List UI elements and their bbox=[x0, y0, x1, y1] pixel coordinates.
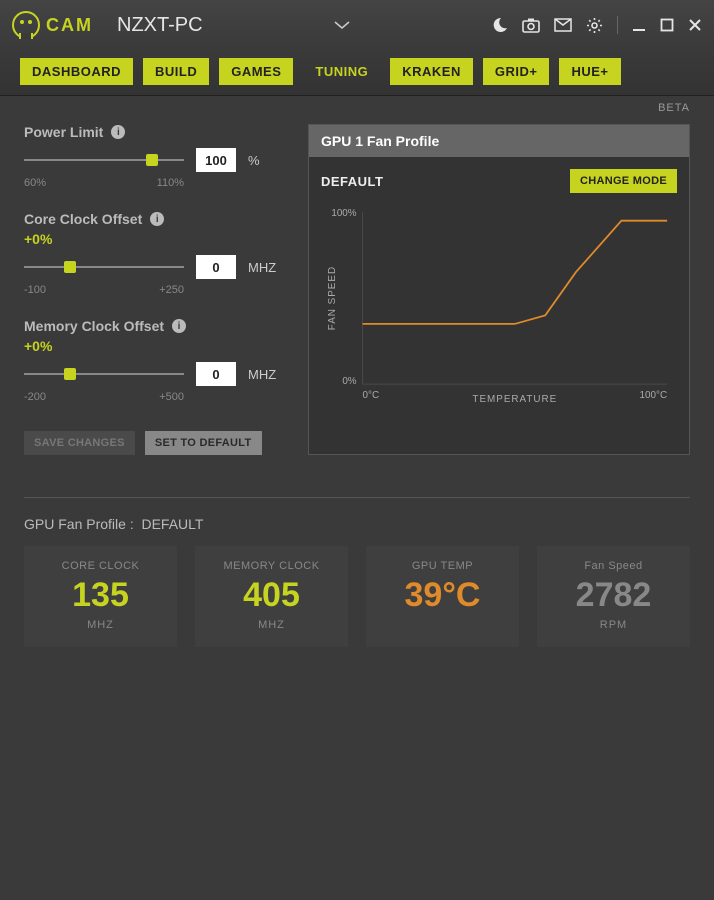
svg-text:0°C: 0°C bbox=[363, 390, 380, 401]
tab-tuning[interactable]: TUNING bbox=[303, 58, 380, 85]
tab-grid-plus[interactable]: GRID+ bbox=[483, 58, 550, 85]
cam-logo-icon bbox=[12, 11, 40, 39]
set-default-button[interactable]: SET TO DEFAULT bbox=[145, 431, 262, 455]
core-clock-input[interactable] bbox=[196, 255, 236, 279]
section-divider bbox=[24, 497, 690, 498]
info-icon[interactable]: i bbox=[172, 319, 186, 333]
core-clock-label: Core Clock Offset i bbox=[24, 211, 284, 227]
title-bar: CAM NZXT-PC bbox=[0, 0, 714, 50]
panel-title: GPU 1 Fan Profile bbox=[309, 125, 689, 157]
tab-dashboard[interactable]: DASHBOARD bbox=[20, 58, 133, 85]
svg-text:0%: 0% bbox=[342, 376, 356, 387]
pc-dropdown-chevron[interactable] bbox=[333, 20, 351, 30]
memory-clock-label: Memory Clock Offset i bbox=[24, 318, 284, 334]
screenshot-icon[interactable] bbox=[522, 17, 540, 33]
power-limit-label: Power Limit i bbox=[24, 124, 284, 140]
night-mode-icon[interactable] bbox=[492, 17, 508, 33]
brand-text: CAM bbox=[46, 15, 93, 36]
svg-text:FAN SPEED: FAN SPEED bbox=[327, 266, 338, 330]
profile-mode-label: DEFAULT bbox=[321, 174, 383, 189]
save-changes-button[interactable]: SAVE CHANGES bbox=[24, 431, 135, 455]
info-icon[interactable]: i bbox=[111, 125, 125, 139]
window-controls bbox=[492, 16, 702, 34]
fan-curve-chart: 100% 0% 0°C 100°C TEMPERATURE FAN SPEED bbox=[321, 203, 677, 413]
change-mode-button[interactable]: CHANGE MODE bbox=[570, 169, 677, 193]
fan-profile-panel: GPU 1 Fan Profile DEFAULT CHANGE MODE 10… bbox=[308, 124, 690, 455]
settings-icon[interactable] bbox=[586, 17, 603, 34]
slider-column: Power Limit i % 60% 110% Core Clock Offs… bbox=[24, 124, 284, 455]
memory-clock-input[interactable] bbox=[196, 362, 236, 386]
slider-thumb[interactable] bbox=[64, 261, 76, 273]
beta-badge: BETA bbox=[0, 96, 714, 114]
stat-cards: CORE CLOCK 135 MHZMEMORY CLOCK 405 MHZGP… bbox=[0, 546, 714, 647]
svg-text:100%: 100% bbox=[331, 208, 356, 219]
tab-kraken[interactable]: KRAKEN bbox=[390, 58, 473, 85]
tab-games[interactable]: GAMES bbox=[219, 58, 293, 85]
info-icon[interactable]: i bbox=[150, 212, 164, 226]
memory-clock-block: Memory Clock Offset i +0% MHZ -200 +500 bbox=[24, 318, 284, 403]
stat-card: CORE CLOCK 135 MHZ bbox=[24, 546, 177, 647]
stat-card: MEMORY CLOCK 405 MHZ bbox=[195, 546, 348, 647]
tab-bar: DASHBOARD BUILD GAMES TUNING KRAKEN GRID+ HUE+ bbox=[0, 50, 714, 96]
power-limit-input[interactable] bbox=[196, 148, 236, 172]
memory-clock-slider[interactable] bbox=[24, 373, 184, 375]
maximize-button[interactable] bbox=[660, 18, 674, 32]
power-limit-slider[interactable] bbox=[24, 159, 184, 161]
slider-thumb[interactable] bbox=[64, 368, 76, 380]
tab-hue-plus[interactable]: HUE+ bbox=[559, 58, 620, 85]
app-logo: CAM bbox=[12, 11, 93, 39]
memory-offset-value: +0% bbox=[24, 338, 284, 354]
pc-name: NZXT-PC bbox=[117, 14, 203, 37]
stat-card: GPU TEMP 39°C bbox=[366, 546, 519, 647]
minimize-button[interactable] bbox=[632, 18, 646, 32]
mail-icon[interactable] bbox=[554, 18, 572, 32]
svg-text:TEMPERATURE: TEMPERATURE bbox=[472, 394, 557, 405]
slider-thumb[interactable] bbox=[146, 154, 158, 166]
core-clock-block: Core Clock Offset i +0% MHZ -100 +250 bbox=[24, 211, 284, 296]
profile-summary: GPU Fan Profile : DEFAULT bbox=[0, 516, 714, 546]
stat-card: Fan Speed 2782 RPM bbox=[537, 546, 690, 647]
svg-text:100°C: 100°C bbox=[640, 390, 668, 401]
separator bbox=[617, 16, 618, 34]
core-offset-value: +0% bbox=[24, 231, 284, 247]
tab-build[interactable]: BUILD bbox=[143, 58, 209, 85]
close-button[interactable] bbox=[688, 18, 702, 32]
core-clock-slider[interactable] bbox=[24, 266, 184, 268]
power-limit-block: Power Limit i % 60% 110% bbox=[24, 124, 284, 189]
tuning-content: Power Limit i % 60% 110% Core Clock Offs… bbox=[0, 114, 714, 479]
